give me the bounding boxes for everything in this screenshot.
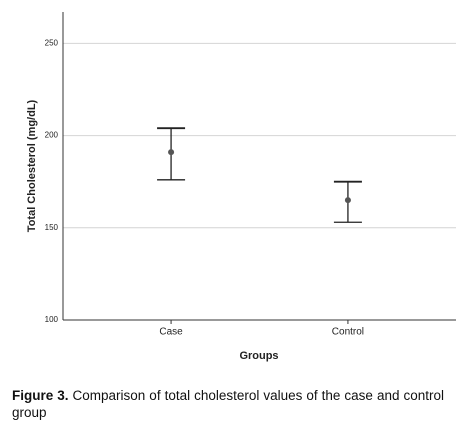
mean-point: [344, 197, 351, 204]
y-axis-label: Total Cholesterol (mg/dL): [26, 99, 38, 232]
x-tick-label: Case: [159, 327, 183, 338]
caption-text: Comparison of total cholesterol values o…: [12, 388, 444, 420]
y-tick-label: 150: [45, 223, 59, 232]
caption: Figure 3. Comparison of total cholestero…: [12, 387, 444, 421]
caption-label: Figure 3.: [12, 388, 69, 403]
y-tick-label: 250: [45, 38, 59, 47]
mean-point: [168, 149, 175, 156]
chart: Total Cholesterol (mg/dL) Groups 100 150 2…: [26, 12, 456, 362]
y-tick-label: 200: [45, 131, 59, 140]
x-tick-label: Control: [332, 327, 364, 338]
y-tick-label: 100: [45, 315, 59, 324]
x-axis-label: Groups: [239, 350, 278, 362]
